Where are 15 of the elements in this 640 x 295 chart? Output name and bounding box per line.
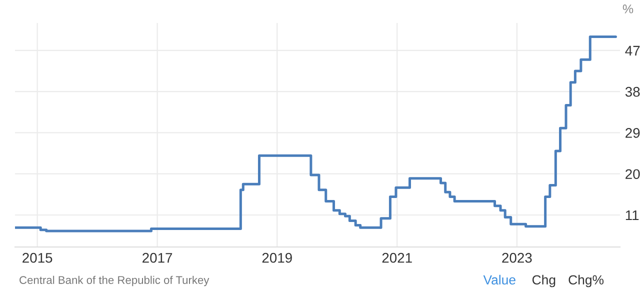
x-tick-label: 2023 <box>502 252 532 263</box>
text: Chg% <box>568 274 604 288</box>
y-tick-label: 20 <box>626 169 640 180</box>
y-tick-label: 29 <box>626 128 640 138</box>
text: Value <box>483 274 516 285</box>
y-tick-label: 11 <box>626 210 639 220</box>
x-tick-label: 2015 <box>22 252 52 263</box>
x-tick-label: 2017 <box>142 252 172 263</box>
x-tick-label: 2019 <box>262 252 292 263</box>
x-tick-label: 2021 <box>382 252 412 263</box>
y-tick-label: 38 <box>625 86 640 97</box>
text: Chg <box>532 274 556 288</box>
y-tick-label: 47 <box>625 46 640 56</box>
y-axis-title: % <box>622 4 634 14</box>
text: Central Bank of the Republic of Turkey <box>20 276 210 286</box>
